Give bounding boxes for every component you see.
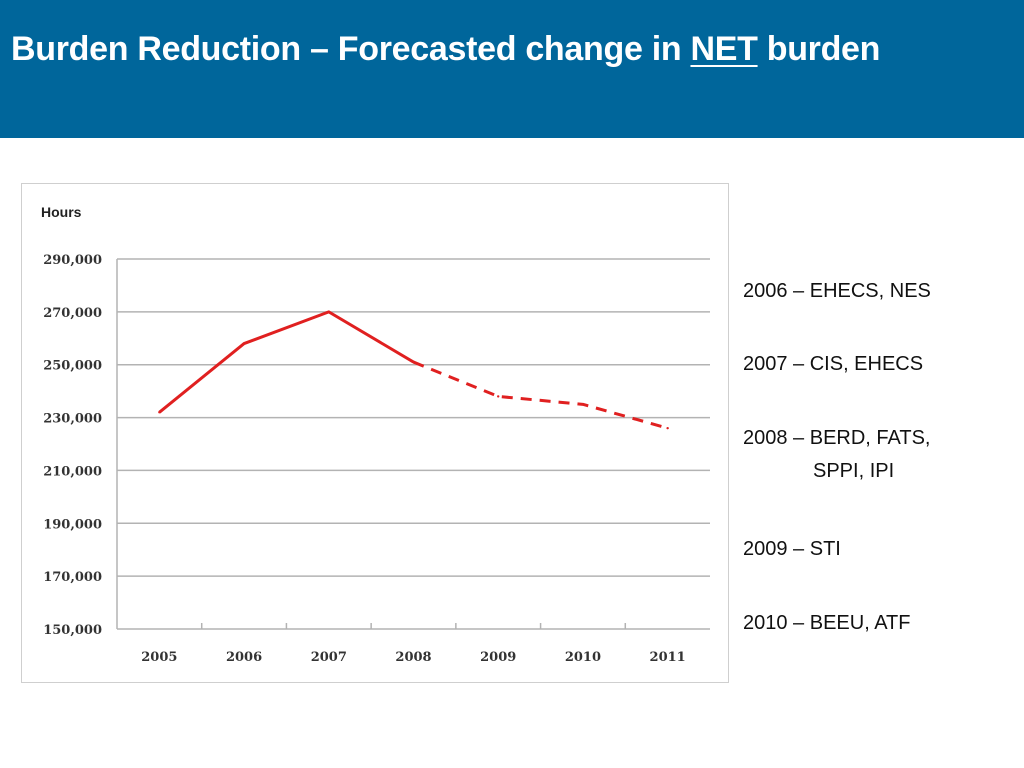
note-2006: 2006 – EHECS, NES	[743, 280, 931, 303]
note-2007: 2007 – CIS, EHECS	[743, 353, 923, 376]
x-tick-label: 2005	[141, 650, 177, 665]
data-point	[412, 360, 415, 364]
data-point	[666, 426, 669, 430]
series-line-actual	[158, 310, 415, 414]
x-tick-label: 2006	[226, 650, 262, 665]
chart-panel: Hours 150,000 170,000 190,000 210,000 230,00…	[21, 183, 729, 683]
data-point	[497, 395, 500, 398]
y-tick-label: 210,000	[43, 464, 102, 479]
y-tick-label: 190,000	[43, 517, 102, 532]
series-group	[158, 310, 669, 430]
data-point	[581, 403, 585, 406]
note-line: 2006 – EHECS, NES	[743, 280, 931, 302]
note-line: 2008 – BERD, FATS,	[743, 427, 931, 449]
title-part-1: Burden Reduction – Forecasted change in	[11, 30, 691, 68]
page-title: Burden Reduction – Forecasted change in …	[11, 30, 880, 69]
data-point	[242, 342, 246, 345]
grid-lines	[116, 258, 710, 630]
data-point	[327, 310, 330, 314]
note-line: 2007 – CIS, EHECS	[743, 353, 924, 375]
y-tick-label: 290,000	[43, 253, 102, 268]
data-point	[158, 411, 161, 414]
note-2010: 2010 – BEEU, ATF	[743, 612, 911, 635]
note-line: 2009 – STI	[743, 538, 841, 560]
note-2008: 2008 – BERD, FATS, SPPI, IPI	[743, 427, 931, 483]
title-net-underlined: NET	[690, 30, 758, 68]
net-burden-line-chart: Hours 150,000 170,000 190,000 210,000 230,00…	[41, 204, 710, 665]
y-axis-label: Hours	[41, 204, 82, 220]
y-tick-label: 230,000	[43, 412, 102, 427]
x-tick-label: 2011	[650, 650, 686, 665]
series-line-forecast	[412, 360, 669, 430]
y-tick-label: 170,000	[43, 570, 102, 585]
y-tick-label: 150,000	[43, 623, 102, 638]
x-tick-label: 2007	[311, 650, 347, 665]
x-tick-label: 2008	[395, 650, 431, 665]
header-bar: Burden Reduction – Forecasted change in …	[0, 0, 1024, 138]
x-tick-label: 2009	[480, 650, 516, 665]
title-part-2: burden	[757, 30, 881, 68]
y-tick-label: 250,000	[43, 359, 102, 374]
note-2009: 2009 – STI	[743, 538, 841, 561]
y-tick-label: 270,000	[43, 306, 102, 321]
x-tick-labels: 2005 2006 2007 2008 2009 2010 2011	[141, 650, 685, 665]
x-tick-label: 2010	[565, 650, 601, 665]
note-line: 2010 – BEEU, ATF	[743, 612, 911, 634]
note-line-continued: SPPI, IPI	[813, 460, 895, 482]
y-tick-labels: 150,000 170,000 190,000 210,000 230,000 250,0…	[43, 253, 102, 638]
